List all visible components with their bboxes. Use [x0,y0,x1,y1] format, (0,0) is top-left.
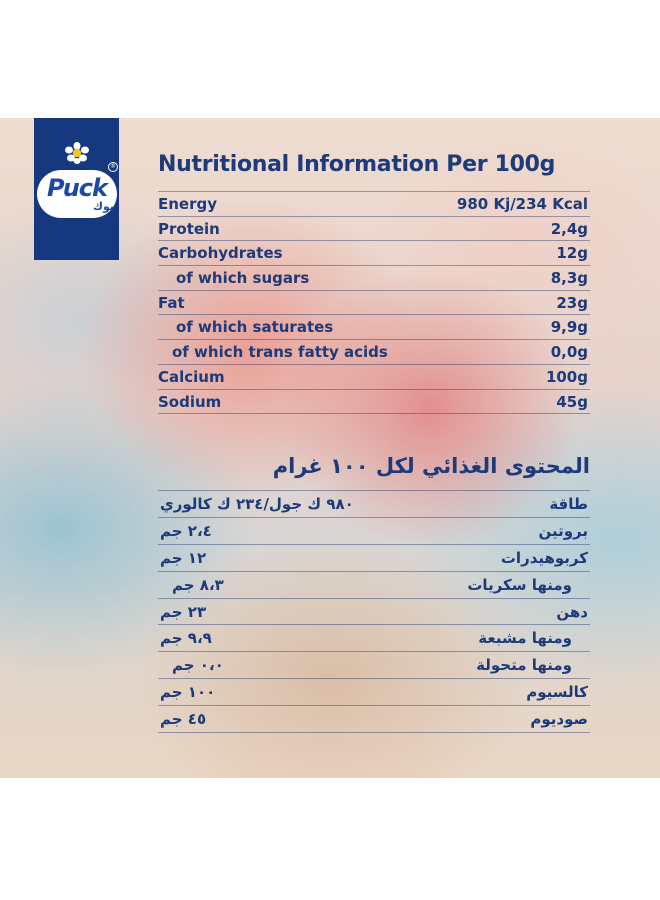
row-value: 8,3g [550,269,588,288]
table-row-fat-ar: دهن ٢٣ جم [158,599,590,626]
row-value: 12g [556,244,588,263]
english-title: Nutritional Information Per 100g [158,152,556,177]
row-label: Fat [158,293,185,312]
row-value: ٩،٩ جم [160,629,212,648]
table-row-protein-ar: بروتين ٢،٤ جم [158,518,590,545]
row-value: 0,0g [550,343,588,362]
brand-logo-band: ® Puck بوك [34,118,119,260]
row-value: 23g [556,293,588,312]
table-row-saturates-ar: ومنها مشبعة ٩،٩ جم [158,625,590,653]
row-value: ٠،٠ جم [172,656,224,675]
row-label: ومنها سكريات [467,575,572,594]
row-label: ومنها متحولة [476,656,572,675]
table-row-calcium-ar: كالسيوم ١٠٠ جم [158,679,590,707]
row-label: of which sugars [176,269,310,288]
table-row-carbohydrates: Carbohydrates 12g [158,241,590,267]
row-value: 9,9g [550,318,588,337]
arabic-nutrition-table: طاقة ٩٨٠ ك جول/٢٣٤ ك كالوري بروتين ٢،٤ ج… [158,490,590,734]
row-value: ١٢ جم [160,548,207,567]
arabic-title: المحتوى الغذائي لكل ١٠٠ غرام [272,454,590,478]
row-label: Carbohydrates [158,244,283,263]
brand-name-arabic: بوك [92,200,114,213]
row-value: 2,4g [550,219,588,238]
row-label: دهن [556,602,588,621]
table-row-sodium-ar: صوديوم ٤٥ جم [158,706,590,734]
row-label: بروتين [538,521,588,540]
table-row-saturates: of which saturates 9,9g [158,315,590,341]
table-row-sugars-ar: ومنها سكريات ٨،٣ جم [158,572,590,599]
row-label: Energy [158,195,218,213]
row-label: ومنها مشبعة [478,629,572,648]
row-value: ٢،٤ جم [160,521,212,540]
daisy-icon [65,142,89,164]
brand-badge [37,170,117,218]
row-value: 980 Kj/234 Kcal [456,195,588,213]
row-label: كربوهيدرات [500,548,588,567]
table-row-sodium: Sodium 45g [158,390,590,415]
row-label: Sodium [158,392,222,411]
table-row-fat: Fat 23g [158,291,590,316]
row-label: Calcium [158,367,225,386]
table-row-calcium: Calcium 100g [158,365,590,390]
english-nutrition-table: Energy 980 Kj/234 Kcal Protein 2,4g Carb… [158,191,590,415]
nutrition-panel: ® Puck بوك [0,118,660,778]
row-label: صوديوم [530,710,588,729]
row-label: of which saturates [176,318,334,337]
table-row-energy-ar: طاقة ٩٨٠ ك جول/٢٣٤ ك كالوري [158,490,590,518]
row-value: ٨،٣ جم [172,575,224,594]
table-row-trans-fat-ar: ومنها متحولة ٠،٠ جم [158,652,590,680]
row-value: ١٠٠ جم [160,683,216,702]
table-row-carbohydrates-ar: كربوهيدرات ١٢ جم [158,545,590,572]
row-value: ٤٥ جم [160,710,207,729]
row-value: ٩٨٠ ك جول/٢٣٤ ك كالوري [160,495,354,513]
row-label: of which trans fatty acids [172,343,388,362]
table-row-protein: Protein 2,4g [158,217,590,242]
row-value: 100g [545,367,588,386]
row-value: ٢٣ جم [160,602,207,621]
table-row-trans-fat: of which trans fatty acids 0,0g [158,340,590,365]
registered-mark: ® [108,162,118,172]
brand-name: Puck [46,174,108,202]
row-label: طاقة [549,495,588,513]
row-label: Protein [158,219,220,238]
table-row-sugars: of which sugars 8,3g [158,266,590,291]
row-label: كالسيوم [526,683,588,702]
row-value: 45g [556,392,588,411]
table-row-energy: Energy 980 Kj/234 Kcal [158,191,590,217]
